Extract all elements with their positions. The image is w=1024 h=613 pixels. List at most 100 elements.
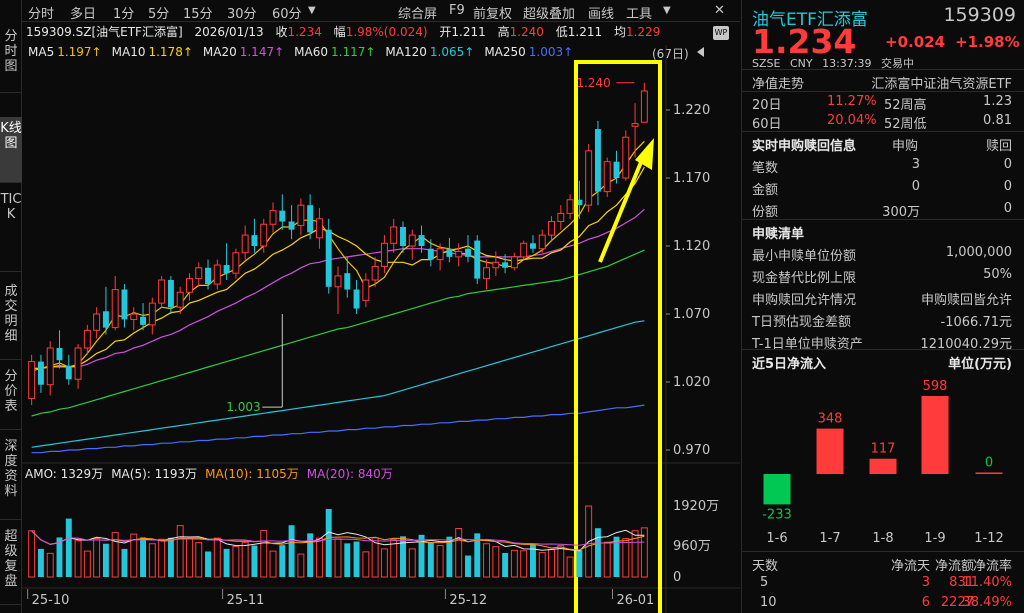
candle[interactable] xyxy=(464,235,471,263)
toolbar-action-0[interactable]: 综合屏 xyxy=(398,7,438,22)
triangle-left-icon[interactable] xyxy=(697,47,704,57)
candle[interactable] xyxy=(130,307,138,331)
list-row-label: 最小申赎单位份额 xyxy=(752,249,857,264)
candle[interactable] xyxy=(585,144,593,212)
candle[interactable] xyxy=(223,243,230,280)
candle[interactable] xyxy=(538,229,546,253)
candle[interactable] xyxy=(510,252,518,271)
price-tick-label: 1.020 xyxy=(673,375,710,390)
candle[interactable] xyxy=(362,273,370,308)
candle[interactable] xyxy=(576,180,583,219)
candle[interactable] xyxy=(502,254,509,274)
candle[interactable] xyxy=(288,205,295,240)
toolbar-action-2[interactable]: 前复权 xyxy=(473,7,513,22)
candle[interactable] xyxy=(344,256,351,298)
candle[interactable] xyxy=(213,259,221,290)
candle[interactable] xyxy=(408,229,416,260)
candle[interactable] xyxy=(640,82,648,123)
candle[interactable] xyxy=(474,235,481,285)
toolbar-action-4[interactable]: 画线 xyxy=(588,7,615,22)
candle[interactable] xyxy=(603,157,611,198)
candle[interactable] xyxy=(325,218,332,294)
period-tab-0[interactable]: 分时 xyxy=(28,7,55,22)
candle[interactable] xyxy=(557,205,565,230)
tab-3[interactable]: 成交明细 xyxy=(0,280,22,360)
tab-4[interactable]: 分价表 xyxy=(0,365,22,430)
candle[interactable] xyxy=(241,225,249,260)
toolbar-action-3[interactable]: 超级叠加 xyxy=(523,7,576,22)
candle[interactable] xyxy=(613,150,620,184)
candle[interactable] xyxy=(28,354,36,406)
candle[interactable] xyxy=(205,259,212,290)
candle[interactable] xyxy=(594,120,601,206)
candle[interactable] xyxy=(492,251,500,276)
candle[interactable] xyxy=(269,202,277,233)
candle[interactable] xyxy=(158,275,166,308)
chevron-down-icon[interactable]: ▼ xyxy=(308,5,316,16)
close-icon[interactable]: ✕ xyxy=(714,3,725,18)
kline-chart[interactable]: 1.220 1.170 1.120 1.070 1.020 0.970 1.240 1.003… xyxy=(22,22,740,613)
period-tab-5[interactable]: 30分 xyxy=(227,7,257,22)
tab-6[interactable]: 超级复盘 xyxy=(0,525,22,605)
candle[interactable] xyxy=(436,243,444,271)
candle[interactable] xyxy=(520,240,528,260)
candle[interactable] xyxy=(631,103,639,158)
candle[interactable] xyxy=(140,303,147,331)
period-tab-4[interactable]: 15分 xyxy=(183,7,213,22)
candle[interactable] xyxy=(148,297,156,335)
candle[interactable] xyxy=(74,343,82,389)
candle[interactable] xyxy=(427,239,434,267)
candle[interactable] xyxy=(566,194,574,219)
candle[interactable] xyxy=(529,235,536,253)
candle[interactable] xyxy=(37,354,44,393)
period-tab-3[interactable]: 5分 xyxy=(148,7,170,22)
candle[interactable] xyxy=(102,286,109,335)
candle[interactable] xyxy=(380,235,388,274)
candle[interactable] xyxy=(548,216,555,241)
candle[interactable] xyxy=(56,330,63,369)
candle[interactable] xyxy=(455,243,463,267)
candle[interactable] xyxy=(353,280,360,314)
change-label: 幅 xyxy=(333,25,346,39)
candle[interactable] xyxy=(390,218,398,253)
candle[interactable] xyxy=(185,273,193,301)
candle[interactable] xyxy=(446,237,453,263)
tab-5[interactable]: 深度资料 xyxy=(0,435,22,520)
candle[interactable] xyxy=(483,259,491,290)
candle[interactable] xyxy=(121,284,128,328)
candle[interactable] xyxy=(315,207,323,249)
candle[interactable] xyxy=(260,218,268,253)
candle[interactable] xyxy=(297,198,305,236)
candle[interactable] xyxy=(46,341,54,396)
candle[interactable] xyxy=(334,266,342,314)
candle[interactable] xyxy=(195,262,203,287)
toolbar-action-5[interactable]: 工具 xyxy=(626,7,653,22)
candle[interactable] xyxy=(167,275,174,314)
candle[interactable] xyxy=(279,194,286,230)
tab-2[interactable]: TICK xyxy=(0,188,22,272)
candle[interactable] xyxy=(65,354,72,385)
redemption-row-label: 份额 xyxy=(752,205,779,220)
period-tab-1[interactable]: 多日 xyxy=(70,7,97,22)
code-name: 159309.SZ[油气ETF汇添富] xyxy=(26,25,183,39)
toolbar-action-1[interactable]: F9 xyxy=(449,3,465,18)
nav-trend-label[interactable]: 净值走势 xyxy=(752,77,805,92)
chevron-down-icon[interactable]: ▼ xyxy=(663,5,671,16)
period-tab-2[interactable]: 1分 xyxy=(113,7,135,22)
netflow-date-label: 1-9 xyxy=(924,531,945,546)
candle[interactable] xyxy=(307,194,314,240)
candle[interactable] xyxy=(176,286,184,314)
candle[interactable] xyxy=(93,307,101,339)
candle[interactable] xyxy=(111,275,119,331)
tab-1[interactable]: K线图 xyxy=(0,117,22,183)
period-tab-6[interactable]: 60分 xyxy=(272,7,302,22)
candle[interactable] xyxy=(400,221,406,253)
wp-badge-icon[interactable]: WP xyxy=(713,26,729,40)
candle[interactable] xyxy=(83,324,91,355)
candle[interactable] xyxy=(418,225,425,253)
candle[interactable] xyxy=(371,256,379,287)
tab-0[interactable]: 分时图 xyxy=(0,25,22,93)
candle[interactable] xyxy=(622,130,630,181)
candle[interactable] xyxy=(251,218,258,253)
candle[interactable] xyxy=(232,248,240,279)
